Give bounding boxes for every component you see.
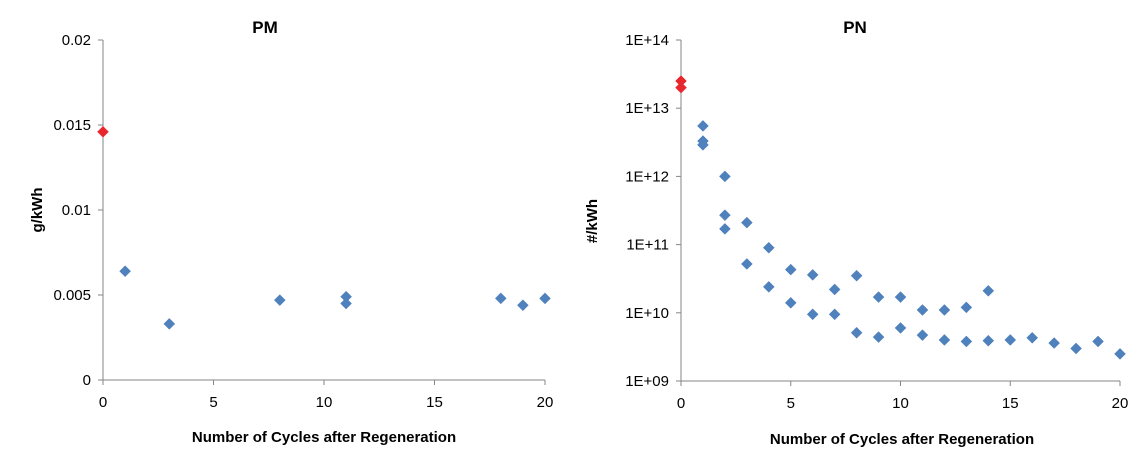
pn-data-point — [784, 263, 797, 276]
pn-data-point — [960, 301, 973, 314]
pn-x-tick-label: 10 — [892, 395, 909, 412]
pm-data-point — [494, 292, 507, 305]
pn-y-tick-label: 1E+10 — [625, 305, 669, 322]
pm-chart-title: PM — [252, 18, 278, 37]
pn-x-tick-label: 20 — [1112, 395, 1129, 412]
pn-data-point — [762, 281, 775, 293]
pn-y-tick-label: 1E+09 — [625, 373, 669, 390]
pm-data-point — [119, 265, 131, 278]
pn-y-tick-label: 1E+14 — [625, 32, 669, 49]
pn-data-point — [938, 334, 951, 346]
pn-x-tick-label: 15 — [1002, 395, 1019, 412]
pn-x-ticks: 0 5 10 15 20 — [677, 381, 1129, 412]
pn-points — [675, 75, 1126, 360]
pm-y-ticks: 0 0.005 0.01 0.015 0.02 — [53, 32, 103, 389]
pn-data-point — [784, 296, 797, 309]
pn-y-ticks: 1E+09 1E+10 1E+11 1E+12 1E+13 1E+14 — [625, 32, 681, 390]
pm-x-axis-label: Number of Cycles after Regeneration — [192, 429, 456, 446]
pn-chart-title: PN — [843, 18, 867, 37]
pm-chart: PM g/kWh Number of Cycles after Regenera… — [29, 18, 553, 446]
pm-baseline-point — [97, 125, 109, 138]
pn-y-tick-label: 1E+13 — [625, 100, 669, 117]
pm-y-axis-label: g/kWh — [29, 188, 46, 233]
pn-data-point — [850, 269, 863, 282]
pn-data-point — [872, 291, 885, 303]
pm-x-ticks: 0 5 10 15 20 — [99, 380, 554, 411]
pn-data-point — [1092, 335, 1104, 348]
pn-data-point — [828, 308, 841, 321]
pn-data-point — [1026, 331, 1039, 344]
pn-y-tick-label: 1E+11 — [626, 237, 669, 254]
pn-y-tick-label: 1E+12 — [625, 168, 669, 185]
pn-y-axis-label: #/kWh — [584, 199, 601, 243]
pn-x-tick-label: 0 — [677, 395, 685, 412]
pn-data-point — [828, 283, 841, 296]
pn-data-point — [894, 322, 907, 334]
pn-baseline-point — [675, 81, 687, 94]
pn-data-point — [1048, 337, 1061, 349]
pn-data-point — [938, 304, 951, 316]
pn-data-point — [916, 329, 929, 342]
pm-data-point — [539, 292, 551, 305]
pm-points — [97, 125, 551, 330]
pn-data-point — [850, 326, 863, 339]
pn-data-point — [894, 291, 907, 303]
pn-data-point — [982, 284, 995, 297]
pm-y-tick-label: 0.015 — [53, 117, 91, 134]
pm-x-tick-label: 20 — [537, 394, 554, 411]
pm-data-point — [340, 297, 352, 310]
pn-data-point — [762, 241, 775, 254]
pn-data-point — [1070, 342, 1082, 355]
pn-data-point — [916, 304, 929, 316]
pn-data-point — [719, 209, 731, 222]
pn-data-point — [960, 335, 973, 348]
pm-data-point — [163, 318, 176, 330]
pn-data-point — [872, 331, 885, 343]
pm-x-tick-label: 15 — [426, 394, 443, 411]
pn-x-tick-label: 5 — [787, 395, 795, 412]
pn-data-point — [740, 216, 753, 229]
pn-data-point — [719, 170, 731, 183]
pm-y-tick-label: 0.01 — [62, 202, 91, 219]
pn-data-point — [806, 308, 819, 321]
pm-x-tick-label: 10 — [316, 394, 333, 411]
pn-data-point — [697, 139, 709, 151]
pm-data-point — [517, 299, 529, 312]
pn-x-axis-label: Number of Cycles after Regeneration — [770, 431, 1034, 448]
pn-chart: PN #/kWh Number of Cycles after Regenera… — [584, 18, 1128, 448]
pn-data-point — [1004, 334, 1017, 346]
pm-x-tick-label: 0 — [99, 394, 107, 411]
pn-data-point — [719, 223, 731, 235]
pn-data-point — [806, 269, 819, 281]
pm-data-point — [273, 294, 286, 306]
pn-data-point — [740, 258, 753, 270]
pn-data-point — [697, 120, 709, 132]
pn-data-point — [982, 334, 995, 347]
pm-y-tick-label: 0 — [83, 372, 91, 389]
pm-x-tick-label: 5 — [209, 394, 217, 411]
pm-y-tick-label: 0.005 — [53, 287, 91, 304]
pm-y-tick-label: 0.02 — [62, 32, 91, 49]
pn-data-point — [1114, 348, 1126, 360]
